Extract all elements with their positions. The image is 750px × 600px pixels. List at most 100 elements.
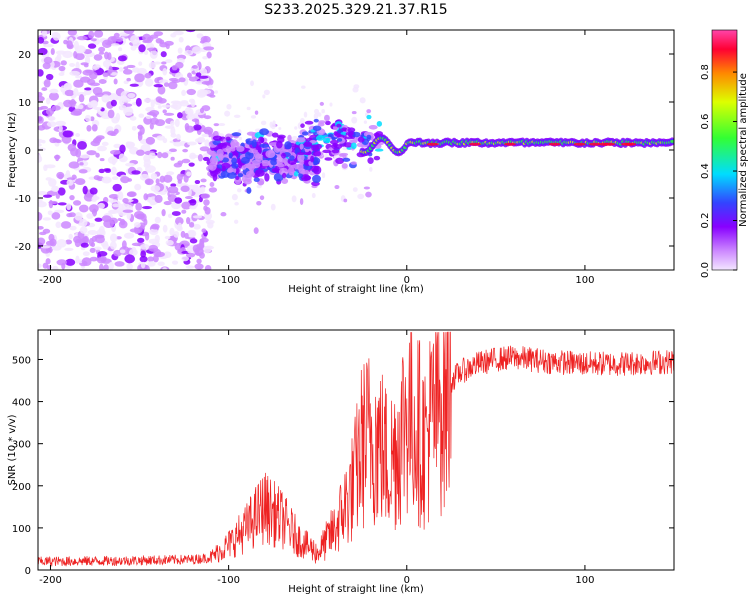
heatmap-cell — [80, 76, 91, 83]
heatmap-cell — [167, 213, 173, 219]
heatmap-cell — [197, 136, 206, 143]
heatmap-cell — [194, 179, 201, 185]
heatmap-cell — [168, 148, 177, 153]
heatmap-cell — [49, 238, 57, 247]
heatmap-cell — [165, 43, 170, 50]
heatmap-cell — [149, 122, 154, 130]
heatmap-cell — [82, 251, 90, 257]
heatmap-cell — [129, 228, 140, 233]
heatmap-cell — [69, 70, 81, 76]
heatmap-cell — [198, 240, 205, 249]
heatmap-cell — [147, 261, 156, 267]
y-tick-label: -20 — [15, 242, 31, 253]
heatmap-cell — [207, 221, 214, 229]
heatmap-cell — [144, 78, 154, 87]
heatmap-cell — [299, 143, 304, 150]
heatmap-cell — [160, 51, 167, 58]
heatmap-cell — [347, 127, 356, 133]
heatmap-cell — [102, 72, 109, 77]
heatmap-cell — [60, 221, 72, 229]
heatmap-cell — [226, 103, 232, 110]
heatmap-cell — [38, 107, 44, 111]
heatmap-cell — [231, 193, 238, 201]
heatmap-cell — [162, 68, 168, 76]
heatmap-cell — [84, 114, 92, 122]
heatmap-cell — [142, 205, 153, 210]
heatmap-cell — [95, 235, 105, 244]
heatmap-cell — [193, 223, 201, 230]
heatmap-cell — [109, 233, 118, 243]
heatmap-cell — [97, 145, 107, 152]
heatmap-cell — [189, 238, 198, 244]
heatmap-cell — [41, 30, 48, 37]
heatmap-cell — [573, 142, 586, 146]
heatmap-cell — [77, 104, 84, 110]
heatmap-cell — [132, 67, 140, 73]
snr-series — [38, 331, 674, 567]
heatmap-cell — [148, 152, 156, 159]
heatmap-cell — [140, 250, 147, 258]
heatmap-cell — [198, 75, 209, 79]
heatmap-cell — [161, 209, 166, 217]
heatmap-cell — [166, 171, 175, 176]
heatmap-cell — [73, 79, 84, 88]
heatmap-cell — [171, 260, 179, 265]
colorbar: 0.0 0.2 0.4 0.6 0.8 Normalized spectral ampl… — [700, 29, 749, 278]
spectrogram-x-label: Height of straight line (km) — [288, 284, 424, 295]
heatmap-cell — [91, 197, 97, 202]
heatmap-cell — [126, 263, 133, 270]
snr-y-ticks: 0 100 200 300 400 500 — [12, 355, 674, 577]
heatmap-cell — [140, 261, 146, 269]
heatmap-cell — [77, 140, 87, 150]
heatmap-cell — [146, 47, 158, 52]
heatmap-cell — [311, 144, 320, 152]
heatmap-cell — [162, 267, 168, 270]
heatmap-cell — [181, 255, 190, 262]
heatmap-cell — [301, 131, 309, 136]
heatmap-cell — [143, 98, 152, 103]
heatmap-cell — [264, 173, 270, 182]
y-tick-label: 100 — [12, 524, 31, 535]
heatmap-cell — [38, 47, 48, 56]
heatmap-cell — [89, 71, 98, 80]
heatmap-cell — [56, 259, 67, 266]
heatmap-cell — [38, 95, 45, 102]
heatmap-cell — [38, 36, 45, 44]
heatmap-cell — [202, 156, 210, 162]
heatmap-cell — [209, 94, 216, 98]
heatmap-cell — [115, 236, 122, 240]
heatmap-cell — [251, 139, 257, 148]
heatmap-cell — [296, 137, 306, 143]
heatmap-cell — [86, 150, 97, 156]
heatmap-cell — [68, 161, 80, 169]
heatmap-cell — [138, 61, 143, 66]
heatmap-cell — [250, 115, 257, 119]
heatmap-cell — [366, 114, 372, 120]
heatmap-cell — [88, 30, 95, 39]
heatmap-cell — [69, 62, 76, 67]
heatmap-cell — [94, 217, 103, 222]
heatmap-cell — [181, 89, 187, 97]
heatmap-cell — [123, 232, 135, 239]
heatmap-cell — [44, 164, 56, 169]
heatmap-cell — [99, 263, 104, 270]
heatmap-cell — [376, 120, 383, 127]
heatmap-cell — [321, 108, 326, 114]
heatmap-cell — [250, 80, 254, 87]
heatmap-cell — [200, 178, 207, 183]
heatmap-cell — [129, 83, 139, 87]
heatmap-cell — [469, 142, 482, 146]
heatmap-cell — [299, 198, 304, 205]
heatmap-cell — [201, 228, 207, 233]
heatmap-cell — [57, 187, 66, 196]
heatmap-cell — [39, 231, 47, 236]
heatmap-cell — [548, 142, 561, 146]
heatmap-cell — [196, 33, 204, 39]
heatmap-cell — [134, 183, 142, 191]
heatmap-cell — [122, 209, 134, 213]
heatmap-cell — [184, 123, 190, 131]
heatmap-cell — [101, 176, 112, 184]
heatmap-cell — [119, 249, 126, 254]
heatmap-cell — [91, 124, 98, 132]
heatmap-cell — [620, 142, 633, 146]
